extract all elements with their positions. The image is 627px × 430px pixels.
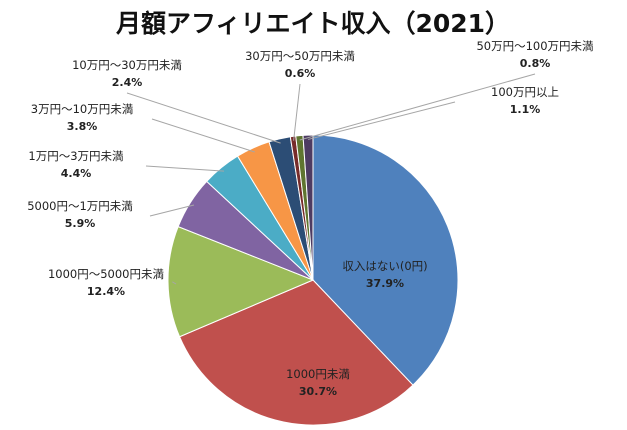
pie-slice-2: [178, 279, 414, 426]
slice-value-3: 12.4%: [87, 285, 125, 298]
slice-value-4: 5.9%: [65, 217, 96, 230]
slice-value-7: 2.4%: [112, 76, 143, 89]
slice-label-5: 1万円〜3万円未満: [28, 149, 123, 163]
slice-value-1: 37.9%: [366, 277, 404, 290]
slice-value-9: 0.8%: [520, 57, 551, 70]
pie-slice-3: [167, 225, 315, 338]
pie-slice-10: [302, 134, 314, 281]
leader-line-8: [293, 83, 301, 141]
leader-line-4: [149, 204, 195, 217]
slice-label-6: 3万円〜10万円未満: [31, 102, 133, 116]
chart-title: 月額アフィリエイト収入（2021）: [115, 9, 510, 38]
slice-label-4: 5000円〜1万円未満: [27, 199, 133, 213]
leader-line-3: [172, 281, 177, 285]
leader-line-9: [299, 73, 536, 141]
slice-label-2: 1000円未満: [286, 367, 350, 381]
slice-label-7: 10万円〜30万円未満: [72, 58, 182, 72]
pie-slices: [167, 134, 459, 426]
slice-value-6: 3.8%: [67, 120, 98, 133]
leader-line-10: [308, 101, 456, 140]
slice-label-8: 30万円〜50万円未満: [245, 49, 355, 63]
slice-value-10: 1.1%: [510, 103, 541, 116]
leader-line-5: [145, 165, 225, 172]
pie-slice-1: [312, 134, 459, 386]
slice-value-2: 30.7%: [299, 385, 337, 398]
leader-lines: [126, 73, 536, 285]
leader-line-7: [126, 92, 281, 144]
slice-label-3: 1000円〜5000円未満: [48, 267, 164, 281]
slice-value-5: 4.4%: [61, 167, 92, 180]
slice-labels: 収入はない(0円) 37.9% 1000円未満 30.7% 1000円〜5000円未満 1…: [27, 39, 593, 398]
slice-label-1: 収入はない(0円): [342, 259, 427, 273]
leader-line-6: [151, 118, 255, 153]
slice-value-8: 0.6%: [285, 67, 316, 80]
slice-label-10: 100万円以上: [491, 85, 559, 99]
slice-label-9: 50万円〜100万円未満: [476, 39, 593, 53]
